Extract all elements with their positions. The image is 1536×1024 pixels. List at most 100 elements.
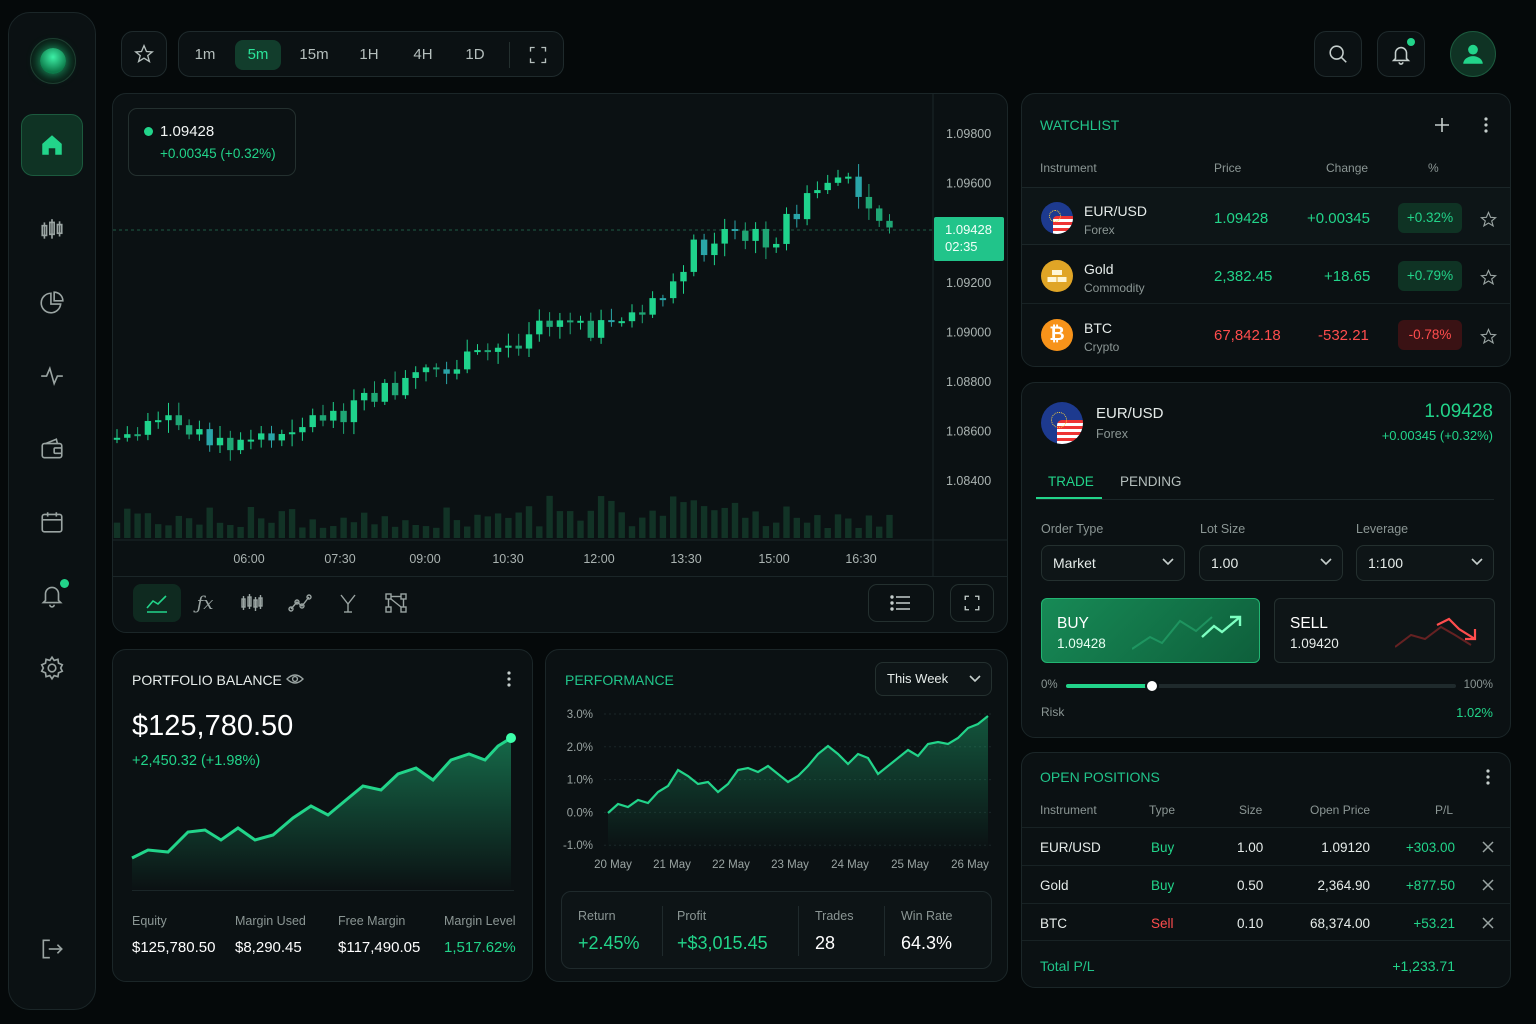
volume-bar xyxy=(484,516,491,538)
watchlist-row-btc[interactable]: ₿ BTC Crypto 67,842.18 -532.21 -0.78% xyxy=(1022,305,1510,363)
risk-slider[interactable] xyxy=(1066,679,1456,693)
timeframe-selector: 1m 5m 15m 1H 4H 1D xyxy=(178,31,564,77)
notifications-button[interactable] xyxy=(1377,31,1425,77)
volume-bar xyxy=(340,517,347,538)
more-vertical-icon xyxy=(507,671,511,687)
price-change: +0.00345 (+0.32%) xyxy=(160,146,276,161)
add-instrument-button[interactable] xyxy=(1426,110,1458,140)
nav-chart-button[interactable] xyxy=(31,209,73,251)
chart-list-button[interactable] xyxy=(868,584,934,622)
candle-body xyxy=(319,415,327,421)
position-row-gold[interactable]: Gold Buy 0.50 2,364.90 +877.50 xyxy=(1022,865,1510,903)
period-select[interactable]: This Week xyxy=(875,662,992,696)
fullscreen-button[interactable] xyxy=(521,38,555,72)
candle-body xyxy=(433,367,440,370)
buy-button[interactable]: BUY 1.09428 xyxy=(1041,598,1260,663)
volume-bar xyxy=(464,526,471,538)
volume-bar xyxy=(330,526,337,538)
app-logo[interactable] xyxy=(30,38,76,84)
timeframe-1m[interactable]: 1m xyxy=(194,46,216,63)
line-tool-button[interactable] xyxy=(133,584,181,622)
search-icon xyxy=(1329,45,1347,63)
candle-body xyxy=(340,410,347,423)
close-position-button[interactable] xyxy=(1478,875,1498,895)
nav-alerts-button[interactable] xyxy=(31,574,73,616)
leverage-select[interactable]: 1:100 xyxy=(1356,545,1494,581)
stat-margin-level-value: 1,517.62% xyxy=(444,939,516,956)
portfolio-line xyxy=(131,736,512,860)
portfolio-menu-button[interactable] xyxy=(497,666,521,692)
candle-body xyxy=(803,193,811,220)
timeframe-15m[interactable]: 15m xyxy=(299,46,329,63)
candle-body xyxy=(608,320,615,323)
sell-button[interactable]: SELL 1.09420 xyxy=(1274,598,1495,663)
eye-icon[interactable] xyxy=(286,673,304,685)
candle-body xyxy=(639,312,646,315)
watch-star-button[interactable] xyxy=(1476,324,1500,348)
chevron-down-icon xyxy=(1320,558,1332,566)
nav-wallet-button[interactable] xyxy=(31,428,73,470)
timeframe-5m[interactable]: 5m xyxy=(235,40,281,70)
nav-portfolio-button[interactable] xyxy=(31,282,73,324)
close-position-button[interactable] xyxy=(1478,837,1498,857)
candle-body xyxy=(350,400,358,423)
candle-body xyxy=(464,351,471,370)
sell-chart-decoration xyxy=(1395,625,1472,648)
trend-up-arrow-icon xyxy=(1201,615,1242,638)
candlestick-chart[interactable]: 1.098001.096001.094001.092001.090001.088… xyxy=(113,94,1008,633)
bell-icon xyxy=(41,586,63,608)
lot-size-select[interactable]: 1.00 xyxy=(1199,545,1343,581)
risk-label: Risk xyxy=(1041,705,1065,719)
favorite-button[interactable] xyxy=(121,31,167,77)
pos-header-size: Size xyxy=(1239,803,1263,817)
watch-star-button[interactable] xyxy=(1476,207,1500,231)
tab-pending[interactable]: PENDING xyxy=(1120,474,1182,489)
nav-calendar-button[interactable] xyxy=(31,501,73,543)
positions-menu-button[interactable] xyxy=(1474,763,1502,791)
volume-bar xyxy=(814,515,821,538)
pos-open-price: 2,364.90 xyxy=(1317,878,1370,893)
watchlist-row-gold[interactable]: Gold Commodity 2,382.45 +18.65 +0.79% xyxy=(1022,246,1510,304)
volume-bar xyxy=(721,507,728,538)
pattern-tool-button[interactable] xyxy=(377,584,415,622)
volume-bar xyxy=(505,517,512,538)
watchlist-row-eurusd[interactable]: EUR/USD Forex 1.09428 +0.00345 +0.32% xyxy=(1022,187,1510,245)
watch-star-button[interactable] xyxy=(1476,265,1500,289)
chart-fullscreen-button[interactable] xyxy=(950,584,994,622)
logout-button[interactable] xyxy=(31,928,73,970)
nav-activity-button[interactable] xyxy=(31,355,73,397)
pos-pl: +877.50 xyxy=(1405,878,1455,893)
y-axis-tick-label: 3.0% xyxy=(567,709,593,721)
position-row-eurusd[interactable]: EUR/USD Buy 1.00 1.09120 +303.00 xyxy=(1022,827,1510,865)
watchlist-menu-button[interactable] xyxy=(1472,110,1500,140)
candle-body xyxy=(505,345,512,348)
candles-tool-button[interactable] xyxy=(233,584,271,622)
stat-equity-value: $125,780.50 xyxy=(132,939,216,956)
pie-chart-icon xyxy=(40,291,64,314)
stat-divider xyxy=(662,906,663,956)
nav-settings-button[interactable] xyxy=(31,647,73,689)
indicators-button[interactable]: ƒx xyxy=(187,584,223,622)
nav-home-button[interactable] xyxy=(21,114,83,176)
volume-bar xyxy=(546,495,553,538)
candle-body xyxy=(845,176,852,179)
risk-slider-thumb[interactable] xyxy=(1144,679,1159,693)
close-position-button[interactable] xyxy=(1478,913,1498,933)
home-icon xyxy=(42,135,62,155)
fork-tool-button[interactable] xyxy=(329,584,367,622)
search-button[interactable] xyxy=(1314,31,1362,77)
timeframe-4h[interactable]: 4H xyxy=(413,46,433,63)
scatter-tool-button[interactable] xyxy=(281,584,319,622)
close-icon xyxy=(1482,841,1494,853)
timeframe-1h[interactable]: 1H xyxy=(359,46,379,63)
order-type-select[interactable]: Market xyxy=(1041,545,1185,581)
current-price-tag-price: 1.09428 xyxy=(945,222,992,237)
sell-label: SELL xyxy=(1290,615,1328,632)
position-row-btc[interactable]: BTC Sell 0.10 68,374.00 +53.21 xyxy=(1022,903,1510,941)
trade-instrument-name: EUR/USD xyxy=(1096,405,1164,422)
timeframe-1d[interactable]: 1D xyxy=(465,46,485,63)
user-avatar[interactable] xyxy=(1450,31,1496,77)
volume-bar xyxy=(175,515,182,538)
price-chart-panel: 1.098001.096001.094001.092001.090001.088… xyxy=(112,93,1008,633)
tab-trade[interactable]: TRADE xyxy=(1048,474,1094,489)
